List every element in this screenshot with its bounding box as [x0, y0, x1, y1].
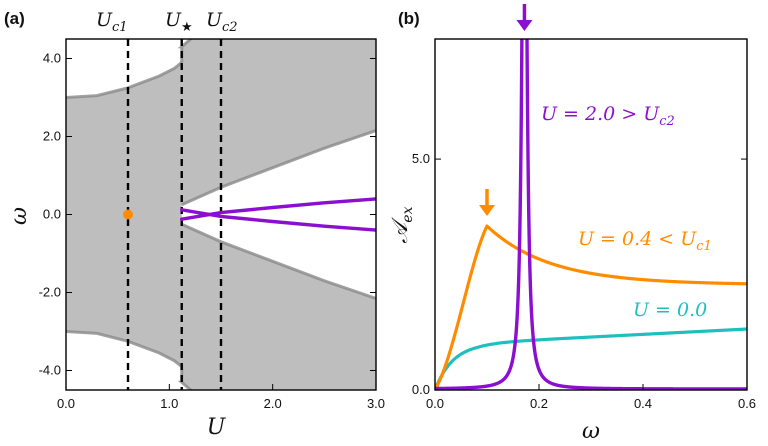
- arrow-head: [479, 205, 495, 216]
- legend-u-0.0: U = 0.0: [633, 299, 707, 321]
- curve-u-0.4: [435, 224, 747, 390]
- x-tick-label: 0.2: [530, 396, 548, 411]
- gap-right-wedge: [181, 130, 376, 299]
- x-tick-label: 0.6: [738, 396, 756, 411]
- panel-b-x-ticks: 0.0 0.2 0.4 0.6: [426, 384, 756, 411]
- legend-u-2.0: U = 2.0 > Uc2: [541, 103, 675, 129]
- y-tick-label: 0.0: [412, 382, 430, 397]
- band-edge-lower-right: [181, 222, 376, 300]
- y-tick-label: -2.0: [39, 285, 61, 300]
- band-edge-outer-bottom: [177, 366, 193, 390]
- panel-a-y-label: ω: [7, 207, 32, 225]
- x-tick-label: 3.0: [367, 396, 385, 411]
- y-tick-label: 0.0: [43, 207, 61, 222]
- legend-u-0.4: U = 0.4 < Uc1: [578, 228, 712, 254]
- band-edge-upper-right: [181, 129, 376, 207]
- orange-peak-arrow: [479, 189, 495, 216]
- panel-b-label: (b): [398, 9, 420, 28]
- panel-b-frame: [434, 38, 748, 391]
- gap-bottom-left: [66, 331, 191, 390]
- y-tick-label: 4.0: [43, 51, 61, 66]
- x-tick-label: 0.0: [57, 396, 75, 411]
- ustar-label: U★: [165, 9, 193, 35]
- panel-b-x-label: ω: [582, 419, 600, 444]
- x-tick-label: 0.0: [426, 396, 444, 411]
- y-tick-label: 5.0: [412, 151, 430, 166]
- curve-u-0.0: [435, 327, 747, 390]
- y-tick-label: -4.0: [39, 363, 61, 378]
- curve-u-2.0: [435, 39, 747, 390]
- x-tick-label: 1.0: [160, 396, 178, 411]
- panel-a-label: (a): [4, 9, 25, 28]
- uc1-label: Uc1: [96, 9, 128, 35]
- orange-marker-point: [123, 209, 133, 220]
- band-edge-upper-left: [66, 61, 183, 99]
- panel-a-y-ticks: -4.0 -2.0 0.0 2.0 4.0: [39, 51, 376, 378]
- bound-state-lower-line: [180, 208, 376, 232]
- arrow-head: [516, 20, 533, 31]
- x-tick-label: 2.0: [264, 396, 282, 411]
- panel-b-y-ticks: 0.0 5.0: [412, 151, 747, 397]
- x-tick-label: 0.4: [634, 396, 652, 411]
- uc2-label: Uc2: [206, 9, 238, 35]
- panel-b-y-label: 𝒜ex: [388, 206, 416, 243]
- band-edge-lower-left: [66, 330, 183, 368]
- y-tick-label: 2.0: [43, 129, 61, 144]
- purple-peak-arrow: [516, 4, 533, 31]
- panel-a-x-ticks: 0.0 1.0 2.0 3.0: [57, 384, 385, 411]
- panel-a-x-label: U: [207, 415, 227, 440]
